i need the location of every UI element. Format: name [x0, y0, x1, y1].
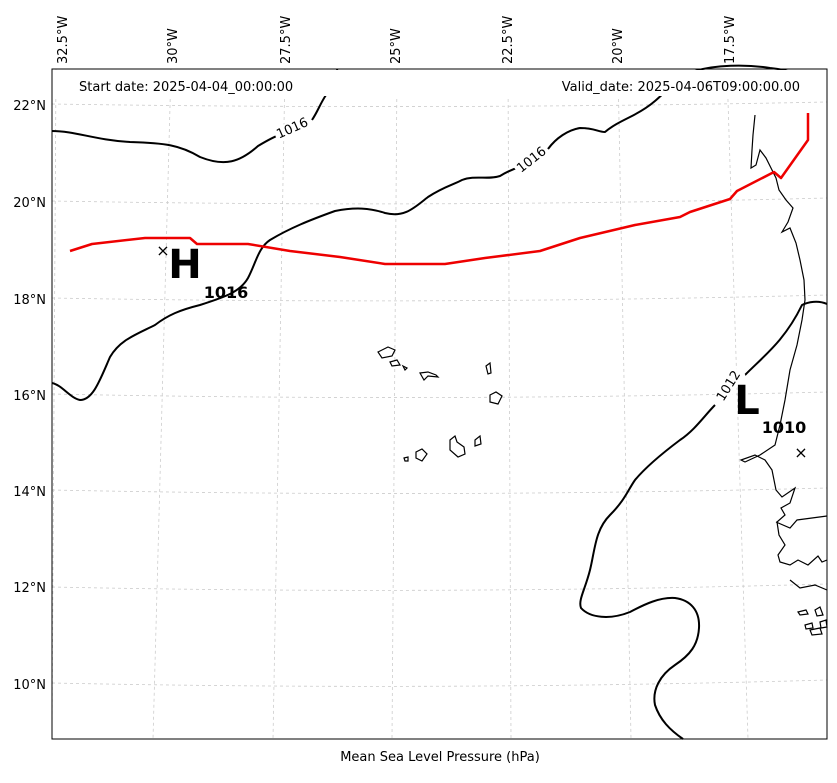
- parallel-20n: [51, 197, 828, 205]
- island-cape-verde-sao-vicente: [389, 359, 401, 367]
- island-cape-verde-maio: [474, 434, 482, 447]
- lon-tick-label: 30°W: [166, 28, 181, 64]
- meridian-22-5w: [507, 68, 512, 740]
- isobars: [51, 64, 828, 740]
- header-backing: [53, 70, 826, 96]
- lon-tick-label: 32.5°W: [56, 16, 71, 64]
- meridian-27-5w: [272, 68, 286, 740]
- lon-tick-label: 17.5°W: [723, 16, 738, 64]
- meridian-20w: [617, 68, 632, 740]
- high-center-marker: ×: [156, 241, 169, 260]
- island-cape-verde-brava: [403, 456, 409, 462]
- isobar-1016-main: [51, 64, 806, 401]
- lon-tick-label: 20°W: [611, 28, 626, 64]
- contour-label-backing: [712, 366, 746, 406]
- island-cape-verde-sal: [485, 361, 492, 375]
- low-center-value: 1010: [762, 418, 807, 437]
- parallel-16n: [51, 391, 828, 398]
- island-bijagos-5: [819, 619, 828, 629]
- high-center-value: 1016: [204, 283, 249, 302]
- lon-tick-label: 25°W: [389, 28, 404, 64]
- island-bijagos-1: [797, 609, 809, 616]
- map-caption: Mean Sea Level Pressure (hPa): [340, 750, 540, 765]
- lat-tick-label: 16°N: [13, 389, 46, 404]
- graticule: [51, 68, 828, 740]
- parallel-22n: [51, 101, 828, 107]
- contour-label-backing: [272, 114, 313, 144]
- lat-tick-label: 12°N: [13, 581, 46, 596]
- island-cape-verde-santa-luzia: [401, 364, 409, 372]
- lat-tick-label: 20°N: [13, 196, 46, 211]
- storm-track: [69, 113, 810, 266]
- lat-tick-label: 22°N: [13, 99, 46, 114]
- island-bijagos-4: [814, 606, 824, 617]
- parallel-12n: [51, 583, 828, 591]
- parallel-10n: [51, 679, 828, 687]
- lat-tick-label: 14°N: [13, 485, 46, 500]
- island-cape-verde-sao-nicolau: [419, 371, 440, 381]
- lon-tick-label: 22.5°W: [501, 16, 516, 64]
- lat-tick-label: 10°N: [13, 678, 46, 693]
- map-area: [52, 69, 827, 739]
- lat-tick-labels: 22°N 20°N 18°N 16°N 14°N 12°N 10°N: [13, 99, 46, 693]
- start-date: Start date: 2025-04-04_00:00:00: [79, 80, 293, 95]
- high-pressure-center: × H 1016: [156, 241, 248, 302]
- island-cape-verde-fogo: [415, 448, 428, 462]
- coastline-west-africa: [739, 114, 828, 591]
- island-cape-verde-boa-vista: [489, 391, 503, 405]
- lon-tick-label: 27.5°W: [279, 16, 294, 64]
- parallel-18n: [51, 294, 828, 302]
- valid-date: Valid_date: 2025-04-06T09:00:00.00: [562, 80, 800, 95]
- high-center-letter: H: [168, 242, 201, 288]
- lon-tick-labels: 32.5°W 30°W 27.5°W 25°W 22.5°W 20°W 17.5…: [56, 16, 738, 64]
- meridian-25w: [391, 68, 398, 740]
- island-bijagos-3: [809, 627, 823, 636]
- low-center-letter: L: [734, 378, 760, 424]
- island-cape-verde-santo-antao: [377, 346, 396, 359]
- lat-tick-label: 18°N: [13, 293, 46, 308]
- low-pressure-center: × L 1010: [734, 378, 807, 462]
- coastlines: [377, 114, 828, 636]
- island-cape-verde-santiago: [449, 434, 466, 458]
- meridian-32-5w: [51, 68, 57, 740]
- contour-label-backing: [512, 142, 552, 178]
- map-frame: [51, 68, 828, 740]
- isobar-1012: [579, 300, 828, 740]
- meridian-17-5w: [726, 68, 749, 740]
- island-bijagos-2: [804, 622, 814, 630]
- low-center-marker: ×: [794, 443, 807, 462]
- meridian-30w: [152, 68, 172, 740]
- parallel-14n: [51, 487, 828, 494]
